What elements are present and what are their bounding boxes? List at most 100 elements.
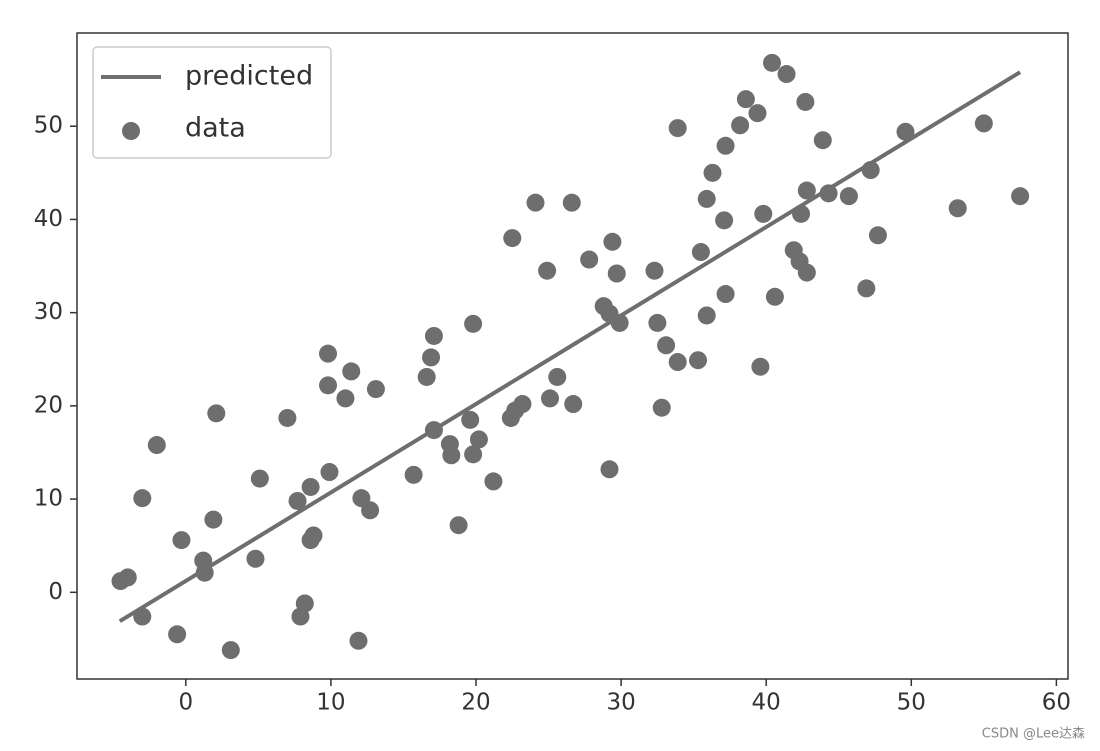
- data-point: [172, 531, 191, 550]
- data-point: [336, 389, 355, 408]
- data-point: [422, 348, 441, 367]
- data-point: [366, 380, 385, 399]
- data-point: [736, 90, 755, 109]
- data-point: [697, 189, 716, 208]
- data-point: [715, 211, 734, 230]
- data-point: [133, 489, 152, 508]
- data-point: [424, 326, 443, 345]
- data-point: [797, 263, 816, 282]
- data-point: [564, 395, 583, 414]
- data-point: [600, 460, 619, 479]
- data-point: [716, 136, 735, 155]
- data-point: [548, 367, 567, 386]
- data-point: [691, 243, 710, 262]
- data-point: [716, 285, 735, 304]
- data-point: [648, 313, 667, 332]
- data-point: [603, 232, 622, 251]
- data-point: [538, 261, 557, 280]
- x-tick-label: 50: [897, 690, 926, 716]
- data-point: [424, 421, 443, 440]
- data-point: [948, 199, 967, 218]
- data-point: [580, 250, 599, 269]
- data-point: [301, 477, 320, 496]
- data-point: [697, 306, 716, 325]
- data-point: [464, 445, 483, 464]
- data-point: [449, 516, 468, 535]
- x-tick-label: 60: [1042, 690, 1071, 716]
- data-point: [796, 92, 815, 111]
- plot-frame: [76, 32, 1069, 680]
- x-tick-label: 0: [179, 690, 194, 716]
- y-tick-label: 50: [34, 113, 63, 139]
- data-point: [896, 122, 915, 141]
- data-point: [657, 336, 676, 355]
- data-point: [839, 187, 858, 206]
- data-point: [703, 163, 722, 182]
- data-point: [754, 204, 773, 223]
- data-point: [147, 436, 166, 455]
- data-point: [195, 563, 214, 582]
- data-point: [689, 351, 708, 370]
- data-point: [813, 131, 832, 150]
- data-point: [731, 116, 750, 135]
- data-point: [484, 472, 503, 491]
- data-point: [610, 313, 629, 332]
- data-point: [513, 395, 532, 414]
- data-point: [207, 404, 226, 423]
- data-point: [204, 510, 223, 529]
- x-tick-label: 10: [316, 690, 345, 716]
- data-point: [342, 362, 361, 381]
- data-point: [442, 446, 461, 465]
- data-point: [464, 314, 483, 333]
- y-tick-label: 0: [48, 579, 63, 605]
- legend-label: predicted: [185, 61, 313, 92]
- data-point: [868, 226, 887, 245]
- data-point: [748, 104, 767, 123]
- data-point: [319, 344, 338, 363]
- data-point: [168, 625, 187, 644]
- data-point: [278, 408, 297, 427]
- y-tick-label: 30: [34, 299, 63, 325]
- x-tick-label: 40: [752, 690, 781, 716]
- data-point: [503, 229, 522, 248]
- data-point: [974, 114, 993, 133]
- data-point: [133, 607, 152, 626]
- data-point: [562, 193, 581, 212]
- x-tick-label: 20: [461, 690, 490, 716]
- data-point: [668, 119, 687, 138]
- data-point: [765, 287, 784, 306]
- data-point: [250, 469, 269, 488]
- data-point: [541, 389, 560, 408]
- data-point: [857, 279, 876, 298]
- y-tick-label: 20: [34, 392, 63, 418]
- data-point: [792, 204, 811, 223]
- y-tick-label: 40: [34, 206, 63, 232]
- data-point: [607, 264, 626, 283]
- data-point: [349, 631, 368, 650]
- data-point: [1011, 187, 1030, 206]
- data-point: [668, 353, 687, 372]
- x-tick-label: 30: [606, 690, 635, 716]
- data-point: [861, 161, 880, 180]
- data-point: [319, 376, 338, 395]
- data-point: [751, 357, 770, 376]
- data-point: [526, 193, 545, 212]
- data-point: [652, 398, 671, 417]
- data-point: [469, 430, 488, 449]
- data-point: [763, 53, 782, 72]
- data-point: [221, 641, 240, 660]
- data-point: [288, 491, 307, 510]
- data-point: [819, 184, 838, 203]
- data-point: [404, 465, 423, 484]
- data-point: [246, 549, 265, 568]
- legend-dot: [122, 122, 140, 140]
- data-point: [777, 65, 796, 84]
- data-point: [320, 463, 339, 482]
- data-point: [118, 568, 137, 587]
- data-point: [304, 526, 323, 545]
- data-point: [797, 181, 816, 200]
- data-point: [361, 501, 380, 520]
- legend-label: data: [185, 113, 246, 144]
- watermark: CSDN @Lee达森: [982, 727, 1085, 742]
